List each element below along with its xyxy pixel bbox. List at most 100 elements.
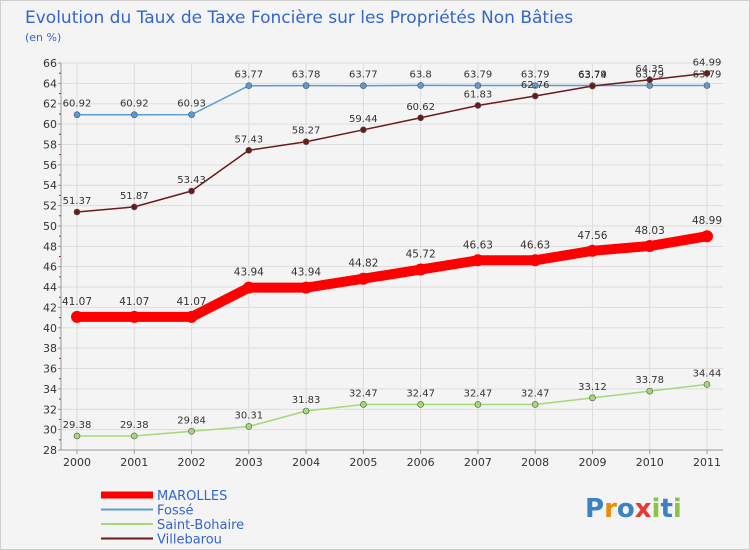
data-label: 63.78 bbox=[292, 70, 321, 81]
data-point bbox=[242, 281, 255, 294]
data-label: 43.94 bbox=[291, 267, 321, 279]
data-point bbox=[130, 432, 138, 440]
data-point bbox=[360, 401, 367, 408]
data-point bbox=[245, 82, 253, 90]
y-tick-label: 28 bbox=[43, 444, 57, 457]
data-point bbox=[188, 187, 195, 195]
data-point bbox=[417, 114, 424, 122]
data-label: 46.63 bbox=[463, 239, 493, 251]
data-point bbox=[128, 310, 141, 323]
logo-letter: P bbox=[585, 494, 604, 524]
y-tick-label: 32 bbox=[43, 403, 57, 416]
data-label: 64.35 bbox=[635, 64, 664, 75]
data-label: 46.63 bbox=[520, 239, 550, 251]
chart-title: Evolution du Taux de Taxe Foncière sur l… bbox=[25, 8, 573, 28]
y-tick-label: 56 bbox=[43, 159, 57, 172]
data-label: 29.84 bbox=[177, 415, 206, 426]
data-point bbox=[646, 76, 654, 84]
data-label: 63.74 bbox=[578, 70, 607, 81]
y-tick-label: 60 bbox=[43, 118, 57, 131]
data-point bbox=[417, 401, 424, 408]
data-point bbox=[701, 230, 713, 243]
data-point bbox=[589, 82, 596, 90]
data-point bbox=[474, 82, 482, 89]
data-label: 63.77 bbox=[349, 70, 378, 81]
x-tick-label: 2011 bbox=[693, 456, 721, 469]
y-tick-label: 40 bbox=[43, 322, 57, 335]
data-label: 44.82 bbox=[348, 258, 378, 270]
y-tick-label: 54 bbox=[43, 179, 57, 192]
data-point bbox=[245, 146, 253, 154]
data-label: 30.31 bbox=[234, 410, 263, 421]
data-label: 48.99 bbox=[692, 215, 722, 227]
plot-area bbox=[61, 63, 723, 450]
x-tick-label: 2008 bbox=[521, 456, 549, 469]
y-tick-label: 46 bbox=[43, 261, 57, 274]
data-point bbox=[643, 240, 656, 253]
data-point bbox=[73, 432, 81, 440]
legend-label: Villebarou bbox=[157, 533, 222, 548]
y-tick-label: 64 bbox=[43, 77, 57, 90]
chart-subtitle: (en %) bbox=[25, 31, 61, 44]
x-tick-label: 2010 bbox=[636, 456, 664, 469]
data-point bbox=[531, 82, 539, 89]
data-label: 29.38 bbox=[63, 420, 92, 431]
data-point bbox=[586, 244, 599, 257]
logo-letter: r bbox=[604, 494, 617, 524]
data-label: 63.79 bbox=[464, 70, 493, 81]
legend-label: Fossé bbox=[157, 504, 194, 519]
data-label: 32.47 bbox=[521, 388, 550, 399]
x-tick-label: 2002 bbox=[178, 456, 206, 469]
data-point bbox=[73, 208, 81, 216]
y-tick-label: 34 bbox=[43, 383, 57, 396]
data-label: 60.93 bbox=[177, 99, 206, 110]
data-point bbox=[185, 310, 198, 323]
y-tick-label: 36 bbox=[43, 363, 57, 376]
y-tick-label: 52 bbox=[43, 200, 57, 213]
y-tick-label: 38 bbox=[43, 342, 57, 355]
data-point bbox=[703, 381, 711, 388]
data-point bbox=[474, 401, 482, 408]
x-tick-label: 2006 bbox=[407, 456, 435, 469]
data-label: 60.92 bbox=[120, 99, 149, 110]
y-tick-label: 44 bbox=[43, 281, 57, 294]
data-label: 41.07 bbox=[62, 296, 92, 308]
data-label: 31.83 bbox=[292, 395, 321, 406]
data-point bbox=[531, 92, 539, 100]
logo-letter: i bbox=[652, 494, 661, 524]
data-point bbox=[531, 401, 539, 408]
data-point bbox=[130, 111, 138, 119]
data-label: 32.47 bbox=[406, 388, 435, 399]
y-tick-label: 66 bbox=[43, 57, 57, 70]
y-tick-label: 42 bbox=[43, 301, 57, 314]
data-label: 63.79 bbox=[578, 70, 607, 81]
data-label: 51.37 bbox=[63, 196, 92, 207]
logo-letter: t bbox=[660, 494, 672, 524]
x-tick-label: 2003 bbox=[235, 456, 263, 469]
logo-letter: x bbox=[635, 494, 652, 524]
data-point bbox=[188, 427, 195, 435]
data-point bbox=[245, 423, 253, 430]
axis-layer: 28 30 32 34 36 38 40 42 44 46 48 50 52 54 56 58 60 62 64 66… bbox=[43, 57, 723, 469]
data-label: 63.79 bbox=[521, 70, 550, 81]
data-point bbox=[302, 82, 310, 89]
data-label: 33.12 bbox=[578, 382, 607, 393]
data-label: 51.87 bbox=[120, 191, 149, 202]
data-label: 61.83 bbox=[464, 89, 493, 100]
data-label: 53.43 bbox=[177, 175, 206, 186]
data-point bbox=[302, 138, 310, 146]
data-point bbox=[471, 254, 484, 267]
y-tick-label: 30 bbox=[43, 424, 57, 437]
x-tick-label: 2000 bbox=[63, 456, 91, 469]
data-label: 41.07 bbox=[119, 296, 149, 308]
data-point bbox=[300, 281, 313, 294]
data-point bbox=[414, 263, 427, 276]
data-point bbox=[589, 394, 596, 402]
series-line-saint-bohaire bbox=[76, 383, 708, 437]
data-point bbox=[646, 387, 654, 395]
data-point bbox=[417, 82, 424, 89]
data-label: 32.47 bbox=[464, 388, 493, 399]
